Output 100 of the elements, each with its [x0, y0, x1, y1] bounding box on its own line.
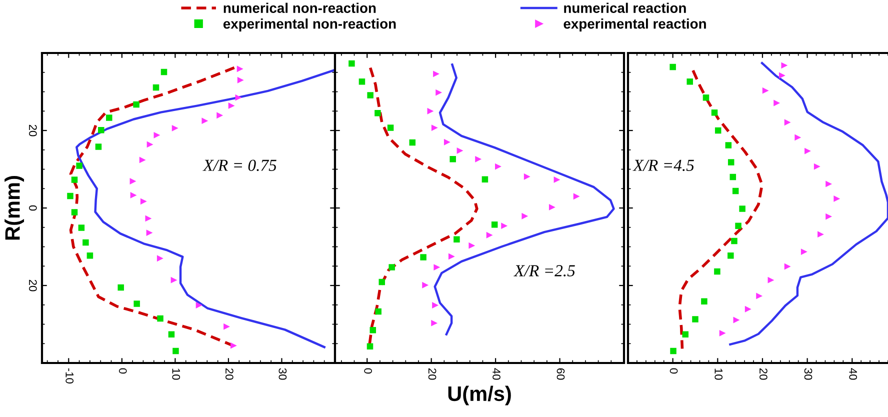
point — [224, 324, 230, 330]
point — [71, 209, 78, 216]
legend-label: numerical non-reaction — [224, 2, 376, 13]
line-series — [76, 69, 335, 348]
legend-label: experimental reaction — [564, 18, 706, 32]
point — [495, 164, 501, 170]
x-tick-label: 0 — [118, 368, 127, 374]
point — [202, 118, 208, 124]
point — [168, 331, 175, 338]
point — [432, 302, 438, 308]
point — [422, 282, 428, 288]
point — [387, 124, 394, 131]
point — [388, 264, 395, 270]
point — [670, 64, 676, 70]
point — [482, 176, 488, 182]
point — [358, 78, 366, 85]
point — [230, 342, 236, 348]
point — [728, 159, 734, 166]
point — [702, 94, 710, 101]
point — [731, 238, 738, 244]
x-tick-label: 40 — [492, 368, 500, 380]
annotation: X/R = 0.75 — [202, 160, 276, 172]
point — [774, 100, 780, 106]
point — [134, 300, 140, 307]
point — [834, 196, 840, 202]
point — [98, 126, 104, 134]
legend-label: experimental non-reaction — [223, 18, 396, 32]
point — [160, 68, 168, 76]
point — [794, 134, 800, 140]
x-axis-title: U(m/s) — [448, 386, 511, 406]
point — [133, 101, 140, 108]
point — [730, 174, 736, 180]
point — [468, 242, 474, 248]
y-axis-title: R(mm) — [4, 176, 24, 240]
x-tick-label: 20 — [760, 368, 768, 380]
point — [670, 348, 676, 354]
point — [725, 142, 732, 148]
point — [501, 223, 507, 229]
point — [378, 278, 386, 286]
point — [522, 213, 528, 219]
point — [448, 254, 454, 260]
annotation: X/R =2.5 — [514, 265, 575, 276]
point — [71, 176, 78, 183]
point — [475, 156, 481, 162]
point — [804, 148, 810, 154]
point — [732, 188, 739, 194]
point — [739, 206, 746, 212]
point — [692, 316, 698, 322]
y-tick-label: 20 — [28, 280, 37, 292]
x-tick-label: 20 — [428, 368, 436, 380]
point — [374, 110, 381, 116]
y-tick-label: 0 — [28, 205, 37, 211]
legend-label: numerical reaction — [564, 2, 686, 13]
point — [145, 216, 151, 222]
x-tick-label: 40 — [849, 368, 858, 380]
point — [756, 293, 762, 299]
point — [436, 90, 442, 96]
point — [348, 60, 355, 67]
point — [686, 78, 693, 85]
x-tick-label: 30 — [278, 368, 287, 380]
point — [826, 214, 832, 220]
x-tick-label: 60 — [556, 368, 565, 380]
point — [433, 71, 439, 77]
point — [409, 139, 416, 146]
point — [735, 222, 742, 229]
point — [366, 343, 374, 350]
point — [434, 264, 440, 270]
y-tick-label: 20 — [28, 124, 37, 136]
point — [152, 84, 160, 91]
point — [86, 252, 94, 259]
point — [826, 181, 832, 187]
point — [420, 254, 426, 260]
point — [818, 232, 824, 238]
point — [714, 127, 722, 134]
x-tick-label: 30 — [804, 368, 812, 380]
x-tick-label: 0 — [364, 368, 372, 374]
point — [548, 204, 555, 210]
point — [76, 162, 82, 169]
point — [778, 72, 785, 78]
point — [444, 139, 450, 145]
point — [733, 317, 739, 323]
point — [491, 222, 498, 228]
x-tick-label: 20 — [225, 368, 234, 380]
point — [682, 331, 689, 338]
point — [78, 224, 85, 231]
point — [95, 144, 102, 150]
point — [711, 110, 718, 116]
point — [714, 268, 720, 275]
point — [728, 252, 734, 259]
point — [431, 320, 437, 326]
x-tick-label: 0 — [670, 368, 678, 374]
annotation: X/R =4.5 — [632, 160, 694, 172]
point — [216, 112, 222, 118]
x-tick-label: 10 — [714, 368, 723, 380]
point — [118, 284, 124, 291]
point — [156, 256, 163, 262]
point — [454, 236, 460, 243]
x-tick-label: -10 — [66, 368, 74, 384]
point — [701, 298, 708, 305]
point — [67, 192, 74, 200]
